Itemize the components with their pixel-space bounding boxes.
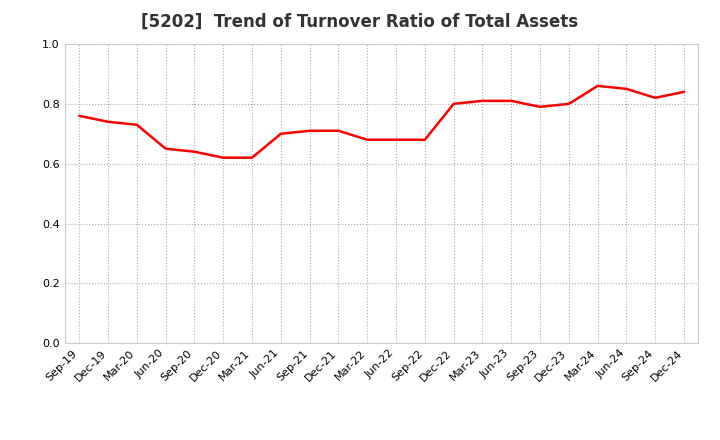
- Text: [5202]  Trend of Turnover Ratio of Total Assets: [5202] Trend of Turnover Ratio of Total …: [141, 13, 579, 31]
